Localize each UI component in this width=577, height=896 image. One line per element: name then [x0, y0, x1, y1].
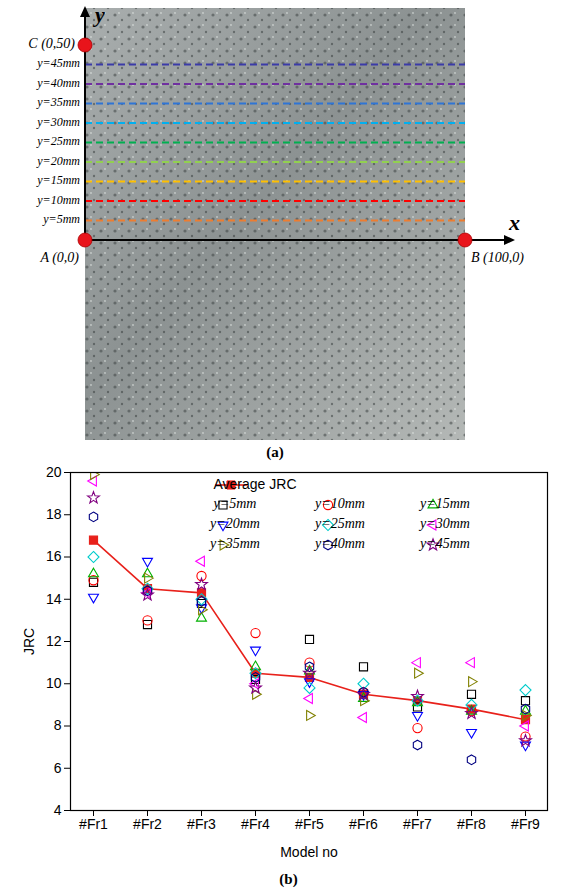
- svg-text:x: x: [508, 210, 520, 235]
- svg-text:#Fr5: #Fr5: [295, 816, 324, 832]
- svg-text:Average JRC: Average JRC: [213, 476, 296, 492]
- svg-text:Model no: Model no: [280, 844, 338, 860]
- svg-text:#Fr8: #Fr8: [457, 816, 486, 832]
- svg-text:#Fr6: #Fr6: [349, 816, 378, 832]
- svg-text:18: 18: [46, 506, 62, 522]
- svg-text:10: 10: [46, 675, 62, 691]
- svg-text:#Fr9: #Fr9: [511, 816, 540, 832]
- svg-text:y=25mm: y=25mm: [36, 134, 80, 148]
- svg-text:y=40mm: y=40mm: [36, 76, 80, 90]
- svg-text:y=30mm: y=30mm: [36, 115, 80, 129]
- svg-text:y=35mm: y=35mm: [36, 95, 80, 109]
- svg-text:y: y: [92, 2, 105, 27]
- svg-text:y=15mm: y=15mm: [36, 173, 80, 187]
- svg-text:y=10mm: y=10mm: [313, 496, 365, 511]
- svg-text:#Fr4: #Fr4: [241, 816, 270, 832]
- svg-text:4: 4: [54, 802, 62, 818]
- svg-text:JRC: JRC: [21, 628, 37, 655]
- svg-text:y=10mm: y=10mm: [36, 193, 80, 207]
- svg-text:(a): (a): [266, 444, 284, 461]
- svg-text:#Fr1: #Fr1: [79, 816, 108, 832]
- svg-text:6: 6: [54, 760, 62, 776]
- svg-text:12: 12: [46, 633, 62, 649]
- svg-text:A (0,0): A (0,0): [39, 250, 79, 266]
- svg-text:y=20mm: y=20mm: [36, 154, 80, 168]
- svg-text:16: 16: [46, 548, 62, 564]
- svg-text:y=15mm: y=15mm: [418, 496, 470, 511]
- svg-text:8: 8: [54, 717, 62, 733]
- svg-text:C (0,50): C (0,50): [28, 36, 75, 52]
- svg-text:#Fr7: #Fr7: [403, 816, 432, 832]
- svg-text:20: 20: [46, 464, 62, 480]
- svg-text:y=20mm: y=20mm: [208, 516, 260, 531]
- html-text:(b): (b): [279, 871, 298, 887]
- svg-text:y=40mm: y=40mm: [313, 536, 365, 551]
- svg-text:y=5mm: y=5mm: [42, 212, 80, 226]
- svg-text:#Fr3: #Fr3: [187, 816, 216, 832]
- svg-text:y=30mm: y=30mm: [418, 516, 470, 531]
- svg-text:y=25mm: y=25mm: [313, 516, 365, 531]
- svg-text:#Fr2: #Fr2: [133, 816, 162, 832]
- svg-text:y=45mm: y=45mm: [418, 536, 470, 551]
- svg-text:B (100,0): B (100,0): [471, 250, 524, 266]
- svg-text:14: 14: [46, 591, 62, 607]
- svg-text:y=45mm: y=45mm: [36, 56, 80, 70]
- svg-text:y=35mm: y=35mm: [208, 536, 260, 551]
- svg-text:y=5mm: y=5mm: [212, 496, 257, 511]
